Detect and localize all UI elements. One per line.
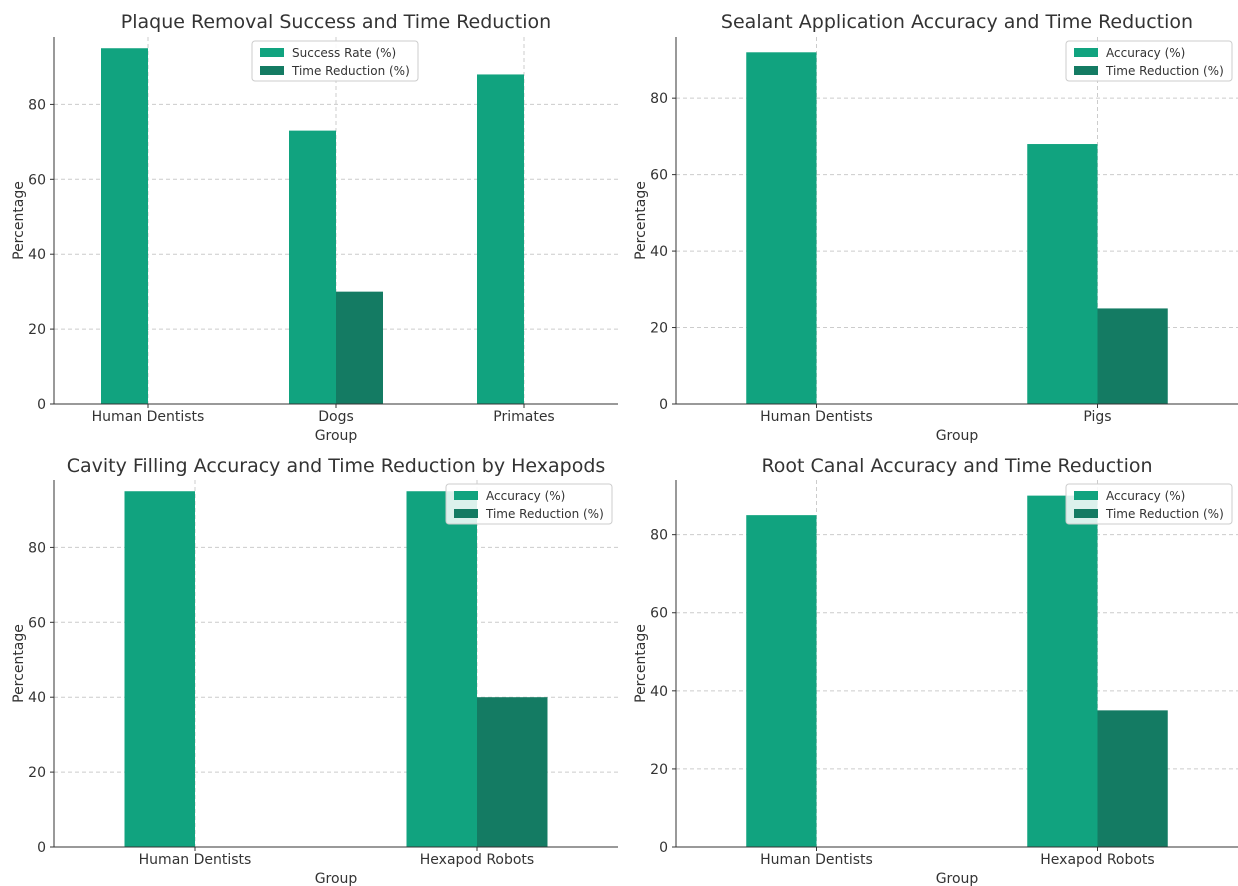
chart-panel-root-canal: 0 20 40 60 80 Human Dentists Hexapod Robots Gro… bbox=[633, 455, 1238, 886]
y-tick-label: 20 bbox=[650, 321, 668, 337]
y-tick-label: 40 bbox=[28, 247, 46, 263]
bar-accuracy-human-dentists bbox=[746, 515, 817, 847]
legend-label-time-reduction: Time Reduction (%) bbox=[291, 64, 410, 78]
bar-success-rate-primates bbox=[477, 74, 524, 405]
bar-accuracy-human-dentists bbox=[124, 491, 195, 847]
y-tick-label: 60 bbox=[650, 606, 668, 622]
legend-swatch-accuracy bbox=[1074, 48, 1098, 57]
y-tick-label: 80 bbox=[28, 540, 46, 556]
x-tick-label-primates: Primates bbox=[493, 409, 554, 425]
legend-swatch-accuracy bbox=[454, 491, 478, 500]
y-axis-title: Percentage bbox=[633, 624, 649, 703]
x-tick-label-human-dentists: Human Dentists bbox=[760, 409, 873, 425]
chart-panel-plaque-removal: 0 20 40 60 80 Human Dentists Dogs Primates Group… bbox=[11, 11, 618, 444]
y-tick-label: 80 bbox=[650, 528, 668, 544]
y-tick-label: 20 bbox=[650, 762, 668, 778]
legend-label-success-rate: Success Rate (%) bbox=[292, 46, 396, 60]
chart-title: Root Canal Accuracy and Time Reduction bbox=[761, 455, 1152, 477]
x-tick-label-human-dentists: Human Dentists bbox=[139, 852, 252, 868]
chart-panel-sealant-application: 0 20 40 60 80 Human Dentists Pigs Group Percenta… bbox=[633, 11, 1238, 444]
legend-box bbox=[1065, 40, 1233, 82]
legend: Accuracy (%) Time Reduction (%) bbox=[1065, 40, 1233, 82]
legend-box bbox=[445, 483, 613, 525]
legend-box bbox=[1065, 483, 1233, 525]
legend-swatch-time-reduction bbox=[260, 66, 284, 75]
y-tick-label: 40 bbox=[28, 690, 46, 706]
legend-label-time-reduction: Time Reduction (%) bbox=[1105, 64, 1224, 78]
x-axis-title: Group bbox=[936, 428, 979, 444]
bar-accuracy-hexapod-robots bbox=[406, 491, 477, 847]
legend: Accuracy (%) Time Reduction (%) bbox=[445, 483, 613, 525]
y-axis-title: Percentage bbox=[633, 181, 649, 260]
y-axis-title: Percentage bbox=[11, 181, 27, 260]
chart-title: Plaque Removal Success and Time Reductio… bbox=[121, 11, 551, 33]
x-tick-label-pigs: Pigs bbox=[1083, 409, 1111, 425]
y-tick-label: 80 bbox=[650, 91, 668, 107]
x-axis-title: Group bbox=[315, 871, 358, 886]
x-axis-title: Group bbox=[936, 871, 979, 886]
y-tick-label: 60 bbox=[28, 172, 46, 188]
legend: Accuracy (%) Time Reduction (%) bbox=[1065, 483, 1233, 525]
chart-panel-cavity-filling: 0 20 40 60 80 Human Dentists Hexapod Robots Gro… bbox=[11, 455, 618, 886]
bar-accuracy-human-dentists bbox=[746, 52, 817, 405]
y-tick-label: 20 bbox=[28, 322, 46, 338]
y-tick-label: 0 bbox=[37, 840, 46, 856]
x-tick-label-hexapod-robots: Hexapod Robots bbox=[420, 852, 534, 868]
legend-label-accuracy: Accuracy (%) bbox=[1106, 46, 1185, 60]
bar-accuracy-pigs bbox=[1027, 144, 1098, 404]
y-tick-label: 60 bbox=[28, 615, 46, 631]
bar-time-reduction-hexapod-robots bbox=[477, 697, 548, 847]
legend-swatch-time-reduction bbox=[1074, 66, 1098, 75]
legend-label-accuracy: Accuracy (%) bbox=[486, 489, 565, 503]
legend-label-time-reduction: Time Reduction (%) bbox=[1105, 507, 1224, 521]
chart-title: Sealant Application Accuracy and Time Re… bbox=[721, 11, 1193, 33]
legend-box bbox=[251, 40, 419, 82]
x-tick-label-dogs: Dogs bbox=[318, 409, 354, 425]
x-tick-label-human-dentists: Human Dentists bbox=[92, 409, 205, 425]
chart-title: Cavity Filling Accuracy and Time Reducti… bbox=[67, 455, 606, 477]
bar-success-rate-dogs bbox=[289, 130, 336, 405]
legend: Success Rate (%) Time Reduction (%) bbox=[251, 40, 419, 82]
legend-swatch-success-rate bbox=[260, 48, 284, 57]
bar-time-reduction-dogs bbox=[336, 291, 383, 404]
x-tick-label-human-dentists: Human Dentists bbox=[760, 852, 873, 868]
legend-swatch-time-reduction bbox=[454, 509, 478, 518]
legend-swatch-accuracy bbox=[1074, 491, 1098, 500]
y-tick-label: 60 bbox=[650, 168, 668, 184]
x-axis-title: Group bbox=[315, 428, 358, 444]
bar-success-rate-human-dentists bbox=[101, 48, 148, 405]
y-tick-label: 0 bbox=[659, 397, 668, 413]
y-tick-label: 0 bbox=[37, 397, 46, 413]
y-tick-label: 40 bbox=[650, 684, 668, 700]
legend-label-accuracy: Accuracy (%) bbox=[1106, 489, 1185, 503]
legend-label-time-reduction: Time Reduction (%) bbox=[485, 507, 604, 521]
bar-accuracy-hexapod-robots bbox=[1027, 495, 1098, 847]
y-tick-label: 40 bbox=[650, 244, 668, 260]
y-tick-label: 20 bbox=[28, 765, 46, 781]
bar-time-reduction-pigs bbox=[1097, 308, 1168, 404]
y-axis-title: Percentage bbox=[11, 624, 27, 703]
legend-swatch-time-reduction bbox=[1074, 509, 1098, 518]
x-tick-label-hexapod-robots: Hexapod Robots bbox=[1040, 852, 1154, 868]
bar-time-reduction-hexapod-robots bbox=[1097, 710, 1168, 847]
y-tick-label: 0 bbox=[659, 840, 668, 856]
y-tick-label: 80 bbox=[28, 97, 46, 113]
